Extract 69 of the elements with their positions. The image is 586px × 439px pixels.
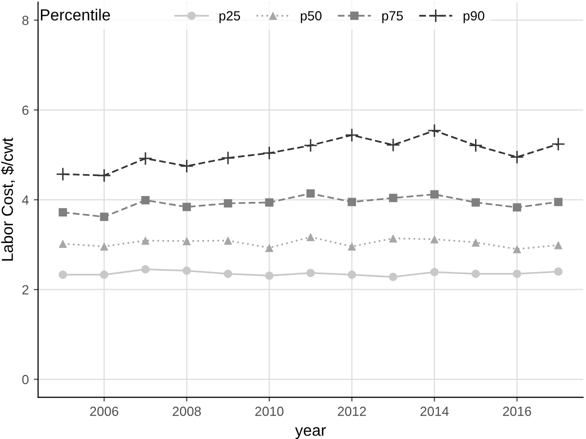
legend-label: p50 xyxy=(300,11,322,24)
point xyxy=(265,244,274,252)
point xyxy=(58,208,68,216)
point xyxy=(262,146,276,160)
y-tick-label: 8 xyxy=(22,16,28,26)
point xyxy=(554,267,562,276)
legend-title: Percentile xyxy=(40,8,110,21)
point xyxy=(306,232,315,242)
point xyxy=(386,138,400,152)
point xyxy=(138,151,152,166)
point xyxy=(265,271,274,280)
point xyxy=(472,238,480,247)
point xyxy=(554,198,562,206)
point xyxy=(182,202,191,212)
point xyxy=(430,268,439,276)
y-tick-label: 0 xyxy=(22,374,29,384)
y-axis-title: Labor Cost, $/cwt xyxy=(1,138,15,261)
point xyxy=(224,270,232,278)
point xyxy=(306,268,315,278)
point xyxy=(100,270,108,279)
point xyxy=(141,265,150,274)
point xyxy=(512,270,522,278)
point xyxy=(472,198,480,207)
legend-label: p75 xyxy=(382,11,403,24)
point xyxy=(512,203,522,212)
point xyxy=(141,236,150,245)
point xyxy=(344,128,359,142)
point xyxy=(141,196,150,204)
point xyxy=(182,236,191,246)
x-tick-label: 2016 xyxy=(503,406,532,416)
point xyxy=(388,234,398,243)
point xyxy=(306,189,315,198)
point xyxy=(468,138,483,152)
x-tick-label: 2008 xyxy=(172,406,201,416)
y-tick-label: 2 xyxy=(22,285,28,294)
point xyxy=(304,138,318,152)
point xyxy=(551,137,566,152)
point xyxy=(430,190,439,199)
point xyxy=(427,124,442,138)
point xyxy=(100,242,108,251)
point xyxy=(348,270,356,279)
point xyxy=(182,266,191,275)
point xyxy=(554,240,562,250)
legend-label: p25 xyxy=(219,11,240,24)
point xyxy=(100,212,108,221)
x-tick-label: 2012 xyxy=(338,406,366,416)
point xyxy=(58,240,68,248)
point xyxy=(58,270,68,279)
point xyxy=(97,168,112,182)
point xyxy=(388,272,398,282)
y-tick-label: 4 xyxy=(22,195,29,205)
point xyxy=(348,242,356,251)
point xyxy=(180,159,194,174)
legend-label: p90 xyxy=(464,11,484,24)
point xyxy=(512,244,522,254)
point xyxy=(265,198,274,207)
x-tick-label: 2010 xyxy=(255,406,284,416)
point xyxy=(224,199,232,208)
x-axis-title: year xyxy=(295,427,326,439)
x-tick-label: 2006 xyxy=(90,406,118,416)
point xyxy=(472,270,480,278)
point xyxy=(388,194,398,202)
point xyxy=(430,235,439,244)
point xyxy=(224,236,232,245)
point xyxy=(510,150,524,164)
y-tick-label: 6 xyxy=(22,106,28,115)
point xyxy=(221,151,235,165)
point xyxy=(348,198,356,206)
x-tick-label: 2014 xyxy=(420,406,449,416)
